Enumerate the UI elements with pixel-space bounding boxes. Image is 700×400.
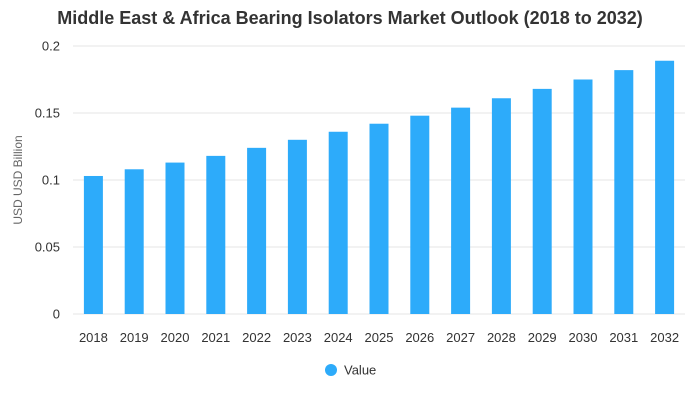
- bars: [83, 60, 675, 315]
- bar-2020[interactable]: [165, 162, 185, 314]
- bar-2022[interactable]: [247, 147, 267, 314]
- x-tick-label: 2025: [365, 330, 394, 345]
- x-tick-label: 2028: [487, 330, 516, 345]
- x-tick-label: 2030: [569, 330, 598, 345]
- x-tick-label: 2023: [283, 330, 312, 345]
- bar-2027[interactable]: [451, 107, 471, 314]
- y-tick-label: 0.1: [42, 173, 60, 188]
- x-tick-label: 2029: [528, 330, 557, 345]
- x-tick-label: 2032: [650, 330, 679, 345]
- y-tick-label: 0.05: [35, 240, 60, 255]
- bar-2023[interactable]: [287, 139, 307, 314]
- y-axis-ticks: 0 0.05 0.1 0.15 0.2: [35, 39, 60, 322]
- x-tick-label: 2019: [120, 330, 149, 345]
- x-tick-label: 2018: [79, 330, 108, 345]
- x-tick-label: 2022: [242, 330, 271, 345]
- x-tick-label: 2031: [609, 330, 638, 345]
- bar-2024[interactable]: [328, 131, 348, 314]
- legend-swatch-value: [325, 364, 337, 376]
- x-tick-label: 2020: [161, 330, 190, 345]
- y-tick-label: 0.15: [35, 106, 60, 121]
- bar-2026[interactable]: [410, 115, 430, 315]
- bar-2032[interactable]: [655, 60, 675, 314]
- y-tick-label: 0.2: [42, 39, 60, 54]
- bar-2029[interactable]: [532, 88, 552, 314]
- x-tick-label: 2021: [201, 330, 230, 345]
- bar-2018[interactable]: [83, 175, 103, 314]
- bar-2031[interactable]: [614, 70, 634, 315]
- x-tick-label: 2026: [405, 330, 434, 345]
- x-axis-ticks: 2018 2019 2020 2021 2022 2023 2024 2025 2026 2027…: [79, 330, 679, 345]
- y-axis-label: USD USD Billion: [11, 135, 25, 224]
- chart-title: Middle East & Africa Bearing Isolators M…: [57, 8, 643, 28]
- x-tick-label: 2024: [324, 330, 353, 345]
- bar-2030[interactable]: [573, 79, 593, 315]
- bar-2021[interactable]: [206, 155, 226, 314]
- legend[interactable]: Value: [325, 363, 376, 378]
- bar-2028[interactable]: [491, 98, 511, 314]
- y-tick-label: 0: [53, 307, 60, 322]
- x-tick-label: 2027: [446, 330, 475, 345]
- legend-label-value: Value: [344, 363, 376, 378]
- bar-2019[interactable]: [124, 169, 144, 314]
- bar-2025[interactable]: [369, 123, 389, 314]
